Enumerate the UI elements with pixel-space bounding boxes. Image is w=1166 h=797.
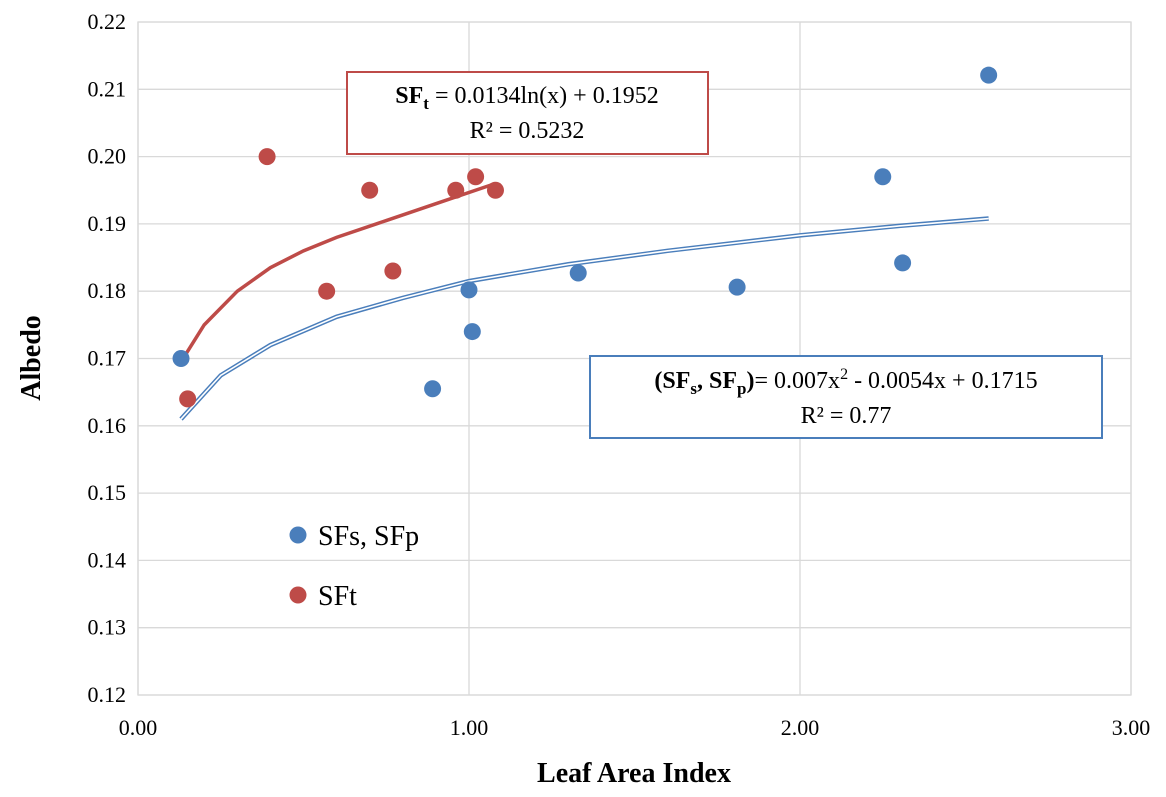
x-tick-label: 0.00 [119, 715, 158, 740]
x-tick-label: 3.00 [1112, 715, 1151, 740]
annotation-box [346, 71, 709, 155]
y-tick-label: 0.16 [88, 413, 127, 438]
point [318, 282, 336, 300]
point [424, 380, 442, 398]
x-tick-label: 2.00 [781, 715, 820, 740]
annotation-part: p [737, 379, 746, 398]
x-axis-title: Leaf Area Index [537, 758, 731, 789]
point [467, 168, 485, 186]
annotation-part: 2 [840, 366, 848, 383]
plot-border [137, 21, 1132, 696]
legend-marker [289, 526, 307, 544]
y-tick-label: 0.19 [88, 211, 127, 236]
annotation-box [589, 355, 1103, 439]
legend-label: SFs, SFp [318, 521, 419, 552]
trend-line-inner [180, 217, 989, 420]
annotation: (SFs, SFp)= 0.007x2 - 0.0054x + 0.1715 [654, 366, 1037, 398]
point [463, 323, 481, 341]
annotation-part: SF [395, 83, 423, 109]
point [569, 264, 587, 282]
y-tick-label: 0.13 [88, 615, 127, 640]
annotation-part: (SF [654, 368, 690, 394]
annotation-part: = 0.0134ln(x) + 0.1952 [429, 83, 659, 109]
point [460, 281, 478, 299]
annotation-part: = 0.007x [755, 368, 841, 394]
y-tick-label: 0.20 [88, 144, 127, 169]
point [894, 254, 912, 272]
y-tick-label: 0.12 [88, 682, 127, 707]
legend-marker [289, 586, 307, 604]
annotation-part: ) [747, 368, 755, 394]
annotation-part: , SF [697, 368, 737, 394]
y-tick-label: 0.14 [88, 547, 127, 572]
y-tick-label: 0.21 [88, 76, 127, 101]
y-tick-label: 0.22 [88, 9, 127, 34]
annotation-part: t [423, 94, 429, 113]
point [384, 262, 402, 280]
annotation: R² = 0.77 [801, 403, 892, 429]
annotation: SFt = 0.0134ln(x) + 0.1952 [395, 83, 658, 113]
point [447, 181, 465, 199]
y-tick-label: 0.15 [88, 480, 127, 505]
point [874, 168, 892, 186]
y-tick-label: 0.17 [88, 346, 127, 371]
point [258, 148, 276, 166]
point [980, 66, 998, 84]
point [361, 181, 379, 199]
point [172, 350, 190, 367]
x-tick-label: 1.00 [450, 715, 489, 740]
point [486, 181, 504, 199]
point [179, 390, 197, 408]
annotation: R² = 0.5232 [470, 118, 585, 144]
trend-line [179, 181, 497, 363]
legend-label: SFt [318, 581, 357, 612]
annotation-part: s [690, 379, 697, 398]
annotation-part: - 0.0054x + 0.1715 [848, 368, 1038, 394]
y-tick-label: 0.18 [88, 278, 127, 303]
point [728, 278, 746, 296]
y-axis-title: Albedo [16, 315, 47, 401]
